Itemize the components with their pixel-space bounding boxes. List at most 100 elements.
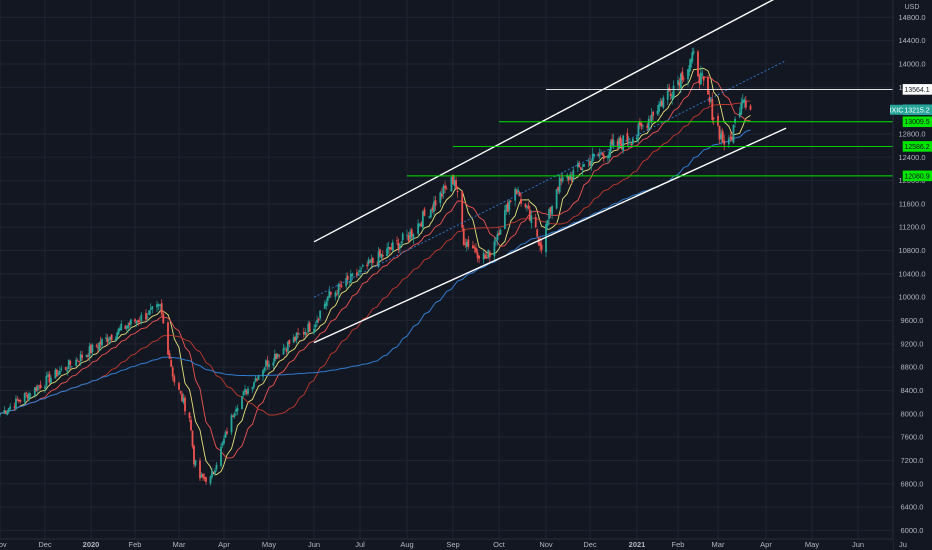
candle-body — [452, 174, 454, 185]
candle-body — [369, 261, 371, 263]
candle-body — [679, 73, 682, 89]
candle-body — [99, 341, 102, 345]
candle-body — [558, 177, 561, 193]
currency-label: USD — [905, 4, 920, 11]
candle-body — [366, 264, 369, 267]
candle-body — [561, 177, 564, 182]
candle-body — [319, 310, 322, 319]
candle-body — [242, 391, 245, 396]
candle-body — [215, 464, 218, 470]
channel-line[interactable] — [313, 127, 787, 344]
x-tick-label: Oct — [493, 540, 506, 549]
candle-body — [741, 99, 744, 104]
candle-body — [520, 198, 522, 204]
candle-body — [418, 224, 421, 226]
candle-body — [75, 359, 78, 366]
candle-body — [630, 144, 633, 145]
candle-body — [28, 393, 30, 401]
candle-body — [323, 303, 326, 309]
candle-body — [256, 379, 258, 381]
projection-line[interactable] — [313, 60, 787, 298]
candle-body — [90, 344, 92, 354]
candle-body — [493, 241, 496, 257]
candle-body — [570, 177, 573, 181]
candle-body — [226, 431, 228, 434]
candle-body — [400, 241, 403, 243]
candle-body — [247, 388, 249, 394]
candle-body — [317, 318, 320, 321]
time-axis-panel[interactable] — [0, 539, 893, 550]
candle-body — [79, 354, 82, 362]
x-tick-label: 2020 — [83, 540, 100, 549]
candle-body — [298, 333, 301, 335]
candle-body — [527, 205, 530, 209]
channel-line[interactable] — [313, 0, 786, 243]
candle-body — [406, 234, 408, 236]
y-tick-label: 11200.0 — [899, 223, 926, 232]
candle-body — [9, 406, 12, 409]
price-label-resistance: 13564.1 — [902, 84, 932, 95]
x-tick-label: Nov — [0, 540, 7, 549]
candle-body — [348, 281, 351, 283]
x-tick-label: Aug — [400, 540, 413, 549]
candle-body — [70, 366, 73, 367]
time-axis[interactable]: Nov Dec 2020 Feb Mar Apr May Jun Jul Aug Sep Oct Nov… — [0, 540, 907, 549]
candle-body — [601, 153, 604, 156]
candle-body — [381, 254, 384, 257]
y-tick-label: 11600.0 — [899, 199, 926, 208]
candle-body — [506, 202, 509, 213]
candle-body — [636, 136, 638, 141]
candle-body — [275, 353, 278, 359]
drawings[interactable] — [313, 0, 893, 344]
candle-body — [16, 399, 19, 401]
candle-body — [137, 320, 140, 323]
candle-body — [567, 176, 570, 181]
candle-body — [579, 167, 582, 170]
candle-body — [212, 471, 215, 473]
candle-body — [626, 133, 629, 142]
candle-body — [729, 136, 732, 139]
candle-body — [515, 190, 518, 194]
candle-body — [76, 360, 79, 362]
candle-body — [19, 399, 22, 402]
candle-body — [618, 138, 620, 148]
candle-body — [337, 283, 340, 295]
symbol-tag — [890, 104, 903, 115]
candle-body — [738, 112, 741, 118]
candle-body — [340, 285, 343, 287]
candle-body — [612, 140, 615, 146]
candle-body — [223, 438, 225, 444]
candle-body — [608, 151, 611, 158]
candle-body — [412, 234, 415, 240]
candle-body — [44, 386, 46, 389]
price-label-support: 12080.9 — [902, 170, 932, 182]
candle-body — [660, 100, 663, 106]
candle-body — [598, 154, 601, 157]
candle-body — [88, 346, 91, 357]
candle-body — [17, 400, 20, 402]
ma-line — [0, 67, 751, 476]
y-tick-label: 10400.0 — [898, 269, 925, 278]
candle-body — [95, 345, 98, 347]
candle-body — [539, 242, 542, 246]
candle-body — [233, 413, 236, 417]
candle-body — [371, 257, 374, 264]
candle-body — [146, 317, 149, 318]
candle-body — [461, 191, 464, 228]
candle-body — [473, 247, 476, 249]
candle-body — [151, 306, 154, 310]
candle-body — [488, 251, 491, 258]
candle-body — [118, 328, 121, 330]
x-tick-label: Mar — [712, 540, 725, 549]
candle-body — [391, 242, 394, 251]
candle-body — [669, 93, 672, 96]
candle-body — [6, 411, 9, 415]
y-tick-label: 10000.0 — [898, 293, 925, 302]
candle-body — [407, 235, 410, 241]
candle-body — [629, 141, 631, 143]
candle-body — [140, 314, 143, 321]
price-label-support: 13009.5 — [902, 116, 932, 128]
candle-body — [572, 170, 575, 180]
